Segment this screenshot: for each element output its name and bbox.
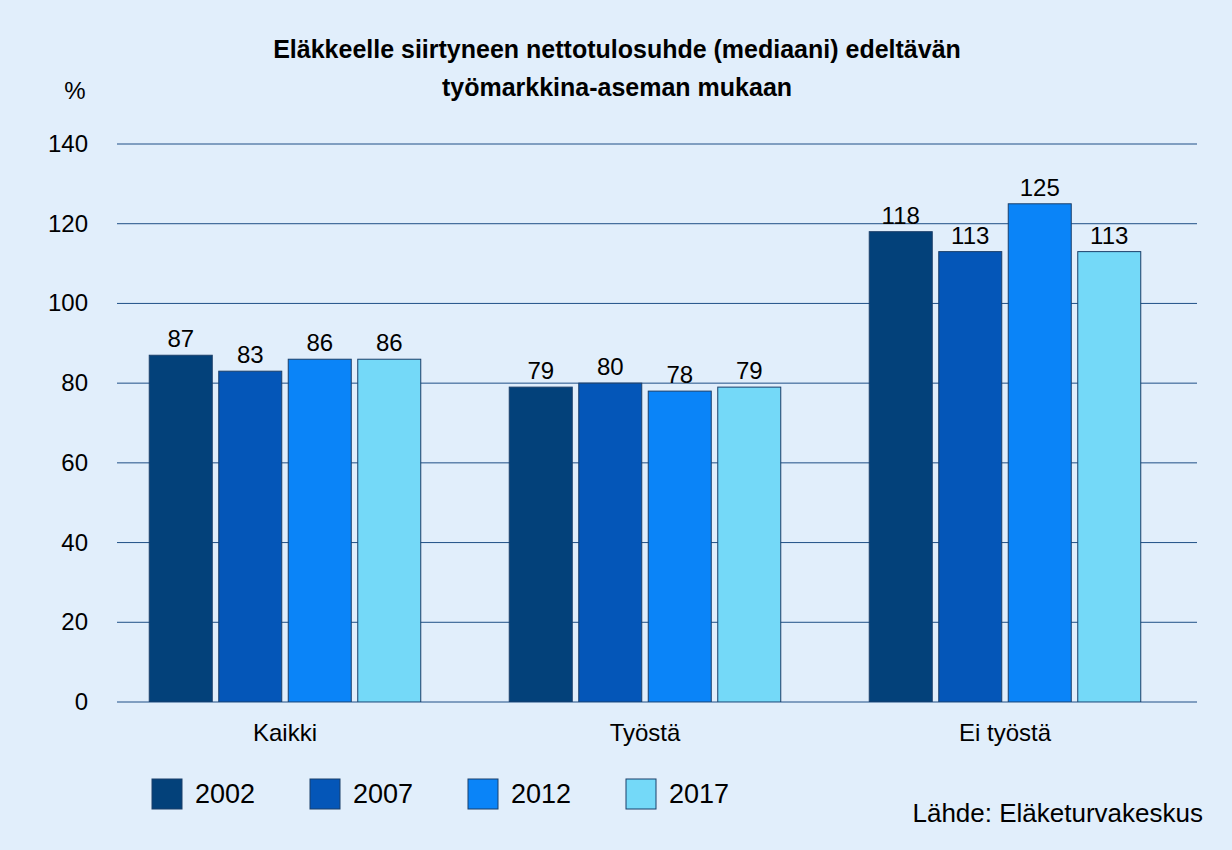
bar bbox=[718, 387, 781, 702]
data-label: 87 bbox=[167, 325, 194, 352]
tick-label: 100 bbox=[48, 289, 88, 316]
category-label: Ei työstä bbox=[959, 719, 1052, 746]
data-label: 118 bbox=[882, 202, 920, 229]
tick-label: 40 bbox=[61, 529, 88, 556]
tick-label: 60 bbox=[61, 449, 88, 476]
chart: 0 20 40 60 80 100 120 140% 87 79 118 83 80 113 86 78 125… bbox=[0, 0, 1232, 850]
tick-label: 80 bbox=[61, 369, 88, 396]
bar bbox=[149, 355, 212, 702]
legend-label: 2002 bbox=[195, 779, 255, 809]
legend-label: 2012 bbox=[511, 779, 571, 809]
legend-label: 2017 bbox=[669, 779, 729, 809]
data-labels: 87 79 118 83 80 113 86 78 125 86 79 113 bbox=[167, 174, 1128, 388]
data-label: 125 bbox=[1020, 174, 1060, 201]
legend-swatch bbox=[310, 779, 340, 809]
tick-label: 0 bbox=[75, 688, 88, 715]
grid-line bbox=[117, 144, 1197, 145]
range-line bbox=[117, 144, 118, 702]
legend-label: 2007 bbox=[353, 779, 413, 809]
legend-swatch bbox=[152, 779, 182, 809]
data-label: 79 bbox=[527, 357, 554, 384]
bar bbox=[648, 391, 711, 702]
bar bbox=[1008, 204, 1071, 702]
data-label: 83 bbox=[237, 341, 264, 368]
legend: 2002 2007 2012 2017 bbox=[152, 779, 729, 809]
data-label: 78 bbox=[666, 361, 693, 388]
data-label: 113 bbox=[951, 222, 989, 249]
source: Lähde: Eläketurvakeskus bbox=[912, 798, 1203, 828]
data-label: 79 bbox=[736, 357, 763, 384]
bar bbox=[869, 232, 932, 702]
category-label: Työstä bbox=[610, 719, 681, 746]
data-label: 113 bbox=[1090, 222, 1128, 249]
legend-swatch bbox=[468, 779, 498, 809]
tick-label: 140 bbox=[48, 130, 88, 157]
title: Eläkkeelle siirtyneen nettotulosuhde (me… bbox=[237, 30, 997, 106]
bar bbox=[509, 387, 572, 702]
bar bbox=[579, 383, 642, 702]
data-label: 86 bbox=[376, 329, 403, 356]
bars bbox=[149, 204, 1141, 702]
legend-swatch bbox=[626, 779, 656, 809]
tick-label: 20 bbox=[61, 608, 88, 635]
tick-label: 120 bbox=[48, 210, 88, 237]
bar bbox=[358, 359, 421, 702]
bar bbox=[288, 359, 351, 702]
axis-label: % bbox=[64, 77, 85, 104]
bar bbox=[219, 371, 282, 702]
bar bbox=[1078, 252, 1141, 702]
data-label: 86 bbox=[306, 329, 333, 356]
category-label: Kaikki bbox=[253, 719, 317, 746]
data-label: 80 bbox=[597, 353, 624, 380]
bar bbox=[939, 252, 1002, 702]
